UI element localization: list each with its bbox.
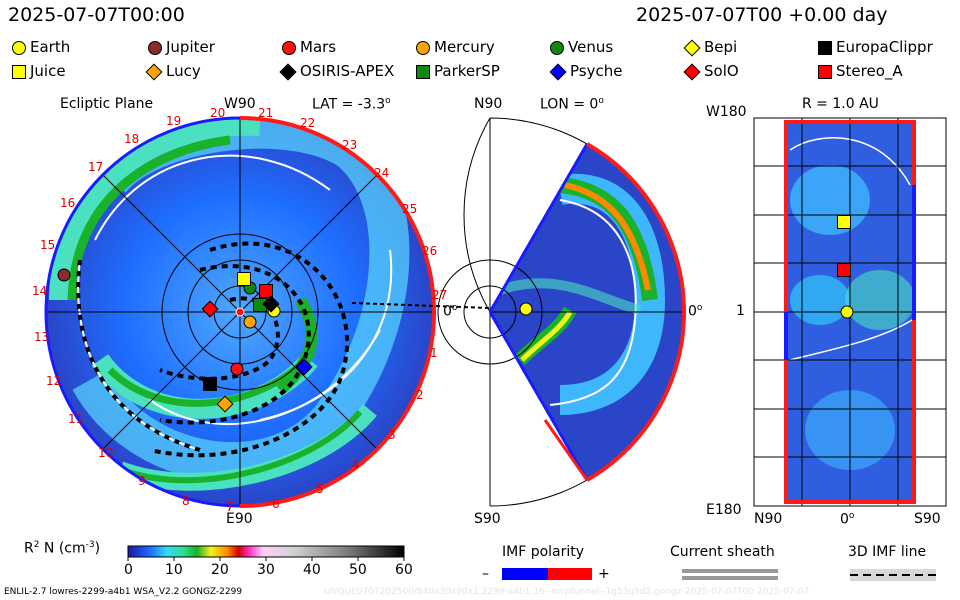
legend-psyche: Psyche xyxy=(570,62,623,80)
footer-model-info: ENLIL-2.7 lowres-2299-a4b1 WSA_V2.2 GONG… xyxy=(4,587,243,597)
europaclipper-marker-icon xyxy=(818,41,832,55)
legend-mars: Mars xyxy=(300,38,337,56)
imf-polarity-title: IMF polarity xyxy=(502,544,585,560)
date-left: 2025-07-07T00:00 xyxy=(8,4,185,26)
colorbar-tick: 60 xyxy=(395,562,413,578)
radial-bottom-s: S90 xyxy=(914,511,941,527)
legend-europaclipper: EuropaClippr xyxy=(836,38,933,56)
tick: 23 xyxy=(342,138,358,152)
density-colorbar xyxy=(127,545,405,558)
colorbar-tick: 50 xyxy=(349,562,367,578)
tick: 21 xyxy=(258,106,274,120)
imf-positive-swatch xyxy=(548,568,592,580)
legend-earth: Earth xyxy=(30,38,71,56)
tick: 11 xyxy=(68,412,84,426)
colorbar-tick: 20 xyxy=(211,562,229,578)
radial-bottom-left-label: E180 xyxy=(706,502,742,518)
tick: 18 xyxy=(124,132,140,146)
stereo-a-position-icon xyxy=(259,284,273,298)
legend-venus: Venus xyxy=(568,38,614,56)
date-right: 2025-07-07T00 +0.00 day xyxy=(636,4,888,26)
ecliptic-bottom-label: E90 xyxy=(226,511,253,527)
legend-lucy: Lucy xyxy=(166,62,201,80)
ecliptic-top-label: W90 xyxy=(224,96,256,112)
tick: 9 xyxy=(138,474,146,488)
jupiter-marker-icon xyxy=(148,41,162,55)
tick: 15 xyxy=(40,238,56,252)
mars-marker-icon xyxy=(282,41,296,55)
juice-marker-icon xyxy=(12,65,26,79)
tick: 26 xyxy=(422,244,438,258)
tick: 14 xyxy=(32,284,48,298)
ecliptic-title: Ecliptic Plane xyxy=(60,96,154,112)
legend-jupiter: Jupiter xyxy=(166,38,215,56)
tick: 13 xyxy=(34,330,50,344)
current-sheath-title: Current sheath xyxy=(670,544,775,560)
parkersp-marker-icon xyxy=(416,65,430,79)
meridional-top-label: N90 xyxy=(474,96,503,112)
radial-top-left-label: W180 xyxy=(706,104,747,120)
mercury-marker-icon xyxy=(416,41,430,55)
radial-left-label: 1 xyxy=(736,303,745,319)
meridional-lon: LON = 0o xyxy=(540,96,604,113)
tick: 19 xyxy=(166,114,182,128)
tick: 17 xyxy=(88,160,104,174)
radial-bottom-mid: 0o xyxy=(840,511,855,528)
tick: 3 xyxy=(388,428,396,442)
earth-marker-icon xyxy=(12,41,26,55)
imf-minus: – xyxy=(482,566,489,582)
tick: 12 xyxy=(46,374,62,388)
radial-title: R = 1.0 AU xyxy=(802,96,879,112)
tick: 7 xyxy=(226,500,234,514)
legend-osiris-apex: OSIRIS-APEX xyxy=(300,62,395,80)
imf-negative-swatch xyxy=(502,568,548,580)
ecliptic-lat: LAT = -3.3o xyxy=(312,96,391,113)
radial-bottom-n: N90 xyxy=(754,511,783,527)
imf-plus: + xyxy=(598,566,610,582)
colorbar-tick: 10 xyxy=(165,562,183,578)
tick: 4 xyxy=(352,458,360,472)
imf-line-title: 3D IMF line xyxy=(848,544,927,560)
stereo-a-marker-icon xyxy=(818,65,832,79)
juice-position-icon xyxy=(237,272,251,286)
europaclipper-position-icon xyxy=(203,377,217,391)
meridional-wedge xyxy=(437,117,686,507)
stereo-a-radial-icon xyxy=(837,263,851,277)
tick: 16 xyxy=(60,196,76,210)
colorbar-tick: 0 xyxy=(124,562,133,578)
legend-stereo-a: Stereo_A xyxy=(836,62,903,80)
legend-parkersp: ParkerSP xyxy=(434,62,500,80)
meridional-right-label: 0o xyxy=(688,303,703,320)
footer-run-id: UNQUE0707202500/840x30x90x1.2299-a4b1.16… xyxy=(324,587,810,597)
tick: 5 xyxy=(316,482,324,496)
tick: 10 xyxy=(98,446,114,460)
tick: 2 xyxy=(416,388,424,402)
legend-juice: Juice xyxy=(30,62,66,80)
legend-bepi: Bepi xyxy=(704,38,738,56)
tick: 6 xyxy=(272,497,280,511)
tick: 8 xyxy=(182,494,190,508)
colorbar-label: R2 N (cm-3) xyxy=(24,540,101,557)
tick: 24 xyxy=(374,166,390,180)
tick: 20 xyxy=(210,106,226,120)
tick: 27 xyxy=(432,288,448,302)
venus-marker-icon xyxy=(550,41,564,55)
juice-radial-icon xyxy=(837,215,851,229)
tick: 25 xyxy=(402,202,418,216)
tick: 1 xyxy=(430,346,438,360)
colorbar-tick: 40 xyxy=(303,562,321,578)
ecliptic-right-label: 0o xyxy=(443,303,458,320)
colorbar-tick: 30 xyxy=(257,562,275,578)
legend-solo: SolO xyxy=(704,62,739,80)
meridional-bottom-label: S90 xyxy=(474,511,501,527)
legend-mercury: Mercury xyxy=(434,38,495,56)
tick: 22 xyxy=(300,116,316,130)
